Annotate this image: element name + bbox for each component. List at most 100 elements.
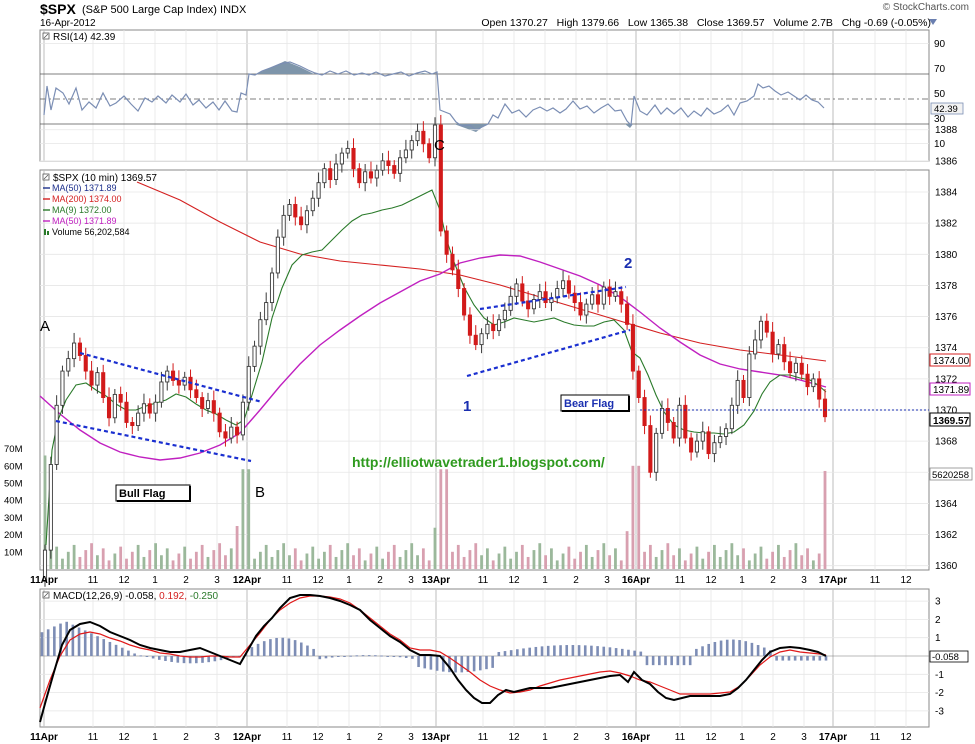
candle-body <box>718 436 723 444</box>
rsi-panel <box>39 29 930 162</box>
x-tick-label: 12 <box>118 732 130 743</box>
volume-bar <box>648 544 652 569</box>
macd-histogram-bar <box>540 646 544 656</box>
x-tick-label: 3 <box>604 575 610 586</box>
macd-histogram-bar <box>108 641 112 656</box>
candle-body <box>409 140 414 151</box>
price-tick-label: 1388 <box>935 125 958 136</box>
x-tick-label: 2 <box>377 575 383 586</box>
volume-bar <box>410 543 414 569</box>
price-axis: 1388 1386 1384 1382 1380 1378 1376 1374 1372 1370… <box>935 125 958 572</box>
volume-bar <box>61 558 64 569</box>
macd-histogram-bar <box>157 656 161 660</box>
candle-body <box>822 398 828 418</box>
macd-histogram-bar <box>812 656 815 661</box>
chevron-down-icon[interactable] <box>929 19 937 25</box>
volume-bar <box>55 546 59 569</box>
volume-bar <box>794 543 798 569</box>
macd-histogram-bar <box>65 621 68 656</box>
candle-body <box>386 160 391 167</box>
candle-body <box>328 168 333 181</box>
volume-bar <box>229 548 233 569</box>
price-legend-item: MA(50) 1371.89 <box>52 216 117 226</box>
svg-text:Bear Flag: Bear Flag <box>564 398 614 410</box>
volume-bar <box>503 546 507 569</box>
candle-body <box>194 389 199 398</box>
volume-bar <box>433 527 437 569</box>
volume-bar <box>666 543 670 569</box>
macd-histogram-bar <box>781 656 785 661</box>
macd-histogram-bar <box>787 656 791 661</box>
chart-header: $SPX (S&P 500 Large Cap Index) INDX 16-A… <box>0 0 975 30</box>
macd-histogram-bar <box>750 642 754 656</box>
macd-histogram-bar <box>682 656 686 666</box>
candle-body <box>700 431 705 442</box>
candle-body <box>153 401 158 414</box>
macd-histogram-bar <box>312 648 315 656</box>
macd-tick-label: -3 <box>935 706 944 717</box>
macd-histogram-bar <box>769 650 772 656</box>
macd-histogram-bar <box>707 643 711 656</box>
candle-body <box>438 124 443 232</box>
candle-body <box>526 300 531 310</box>
macd-histogram-bar <box>213 656 217 662</box>
macd-histogram-bar <box>571 645 575 656</box>
x-tick-label: 2 <box>573 575 579 586</box>
candle-body <box>625 303 630 325</box>
volume-bar <box>323 551 326 569</box>
x-tick-label: 3 <box>801 732 807 743</box>
candle-body <box>281 214 286 238</box>
candle-body <box>316 182 321 199</box>
macd-histogram-bar <box>429 656 433 670</box>
macd-histogram-bar <box>800 656 803 661</box>
volume-bar <box>66 551 70 569</box>
volume-bar <box>439 469 443 569</box>
macd-histogram-bar <box>478 656 482 671</box>
candle-body <box>683 404 688 439</box>
candle-body <box>590 294 595 305</box>
candle-body <box>217 412 222 433</box>
price-tick-label: 1372 <box>935 374 958 385</box>
candle-body <box>793 362 798 374</box>
candle-body <box>374 169 379 179</box>
macd-histogram-bar <box>262 641 266 656</box>
price-tick-label: 1386 <box>935 156 958 167</box>
macd-histogram-bar <box>53 626 56 656</box>
macd-histogram-bar <box>732 639 735 656</box>
volume-bar <box>596 550 600 569</box>
candle-body <box>502 309 507 321</box>
candle-body <box>147 403 152 414</box>
macd-histogram-bar <box>139 655 143 657</box>
volume-tag: 5620258 <box>929 467 973 481</box>
macd-histogram-bar <box>633 650 636 656</box>
macd-histogram-bar <box>275 637 278 656</box>
macd-histogram-bar <box>695 648 698 656</box>
macd-histogram-bar <box>608 647 612 656</box>
price-tick-label: 1378 <box>935 281 958 292</box>
volume-bar <box>771 551 775 569</box>
x-tick-label: 2 <box>770 575 776 586</box>
candle-body <box>788 361 793 374</box>
volume-bar <box>375 546 379 569</box>
rsi-overbought-fill <box>256 61 430 74</box>
candle-body <box>479 333 484 346</box>
candle-body <box>456 269 461 290</box>
macd-histogram-bar <box>40 632 44 656</box>
volume-bar <box>526 556 530 569</box>
volume-bar <box>643 551 646 569</box>
candle-body <box>782 344 787 363</box>
volume-bar <box>328 544 332 569</box>
volume-bar <box>148 550 152 569</box>
volume-bar <box>532 550 536 569</box>
x-tick-label: 12 <box>508 575 520 586</box>
rsi-tick-label: 30 <box>934 114 946 125</box>
x-tick-label: 11 <box>870 732 881 743</box>
volume-bar <box>619 560 623 569</box>
price-legend-item: MA(200) 1374.00 <box>52 194 122 204</box>
macd-histogram-bar <box>688 656 692 666</box>
x-tick-label: 11 <box>478 732 489 743</box>
macd-histogram-bar <box>145 656 149 657</box>
volume-bar <box>130 551 134 569</box>
candle-body <box>171 370 176 381</box>
candle-body <box>252 345 257 367</box>
